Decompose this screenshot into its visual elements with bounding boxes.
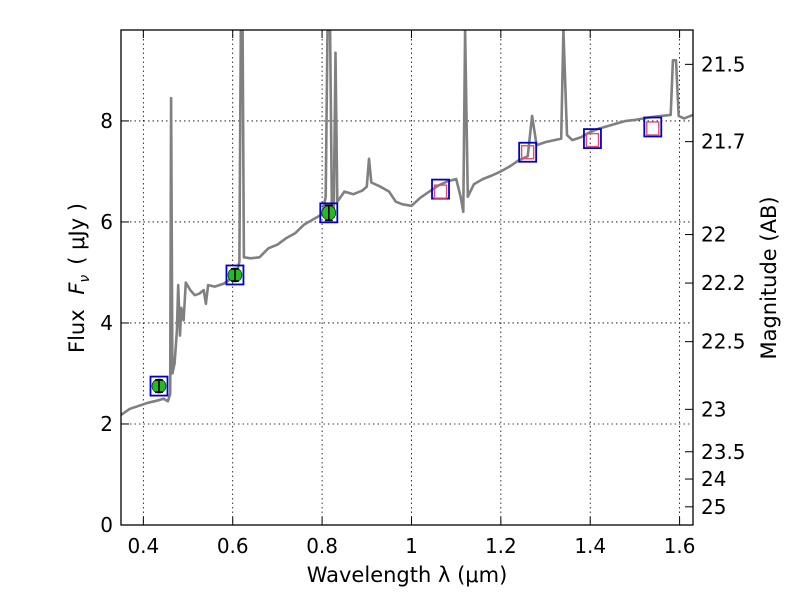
x-tick-label: 1.6 <box>664 534 696 558</box>
y-tick-label: 2 <box>100 412 113 436</box>
y-tick-label: 0 <box>100 513 113 537</box>
y2-axis-title: Magnitude (AB) <box>757 196 781 359</box>
y2-tick-label: 25 <box>701 495 726 519</box>
axis-ticks <box>121 30 693 526</box>
x-axis-title: Wavelength λ (μm) <box>307 563 508 587</box>
plot-frame <box>120 29 694 526</box>
predicted-photometry-marker <box>646 121 660 136</box>
y2-tick-label: 24 <box>701 467 726 491</box>
model-photometry-marker <box>643 116 663 138</box>
x-tick-label: 0.6 <box>217 534 249 558</box>
spectrum-line <box>121 30 693 416</box>
y2-tick-label: 23.5 <box>701 440 746 464</box>
x-tick-labels: 0.4 0.6 0.8 1 1.2 1.4 1.6 <box>127 534 695 558</box>
y-axis-title-prefix: Flux <box>65 303 89 353</box>
model-photometry-marker <box>149 375 169 397</box>
x-tick-label: 1 <box>405 534 418 558</box>
x-tick-label: 1.2 <box>485 534 517 558</box>
x-tick-label: 0.4 <box>127 534 159 558</box>
y2-tick-label: 22 <box>701 223 726 247</box>
y-axis-title: Flux Fν ( μJy ) <box>65 203 93 353</box>
y-tick-label: 6 <box>100 210 113 234</box>
y-tick-labels: 0 2 4 6 8 <box>100 109 113 537</box>
y-axis-title-subscript: ν <box>77 275 93 283</box>
y-axis-title-symbol: F <box>65 282 89 295</box>
model-photometry-marker <box>225 264 245 286</box>
model-photometry-marker <box>319 202 339 224</box>
predicted-photometry-marker <box>520 145 535 160</box>
y-tick-label: 4 <box>100 311 113 335</box>
model-photometry-marker <box>583 128 602 149</box>
plot-marks <box>121 30 693 416</box>
model-photometry-marker <box>518 141 538 163</box>
y2-tick-label: 21.7 <box>701 130 746 154</box>
y-axis-title-unit: ( μJy ) <box>65 203 89 265</box>
y-tick-label: 8 <box>100 109 113 133</box>
x-tick-label: 0.8 <box>306 534 338 558</box>
predicted-photometry-marker <box>433 184 448 199</box>
y2-tick-labels: 21.5 21.7 22 22.2 22.5 23 23.5 24 25 <box>701 52 746 518</box>
y2-tick-label: 21.5 <box>701 52 746 76</box>
y2-tick-label: 23 <box>701 397 726 421</box>
x-tick-label: 1.4 <box>574 534 606 558</box>
plot-background <box>121 30 693 525</box>
y2-tick-label: 22.5 <box>701 330 746 354</box>
y2-tick-label: 22.2 <box>701 271 746 295</box>
predicted-photometry-marker <box>585 132 600 148</box>
